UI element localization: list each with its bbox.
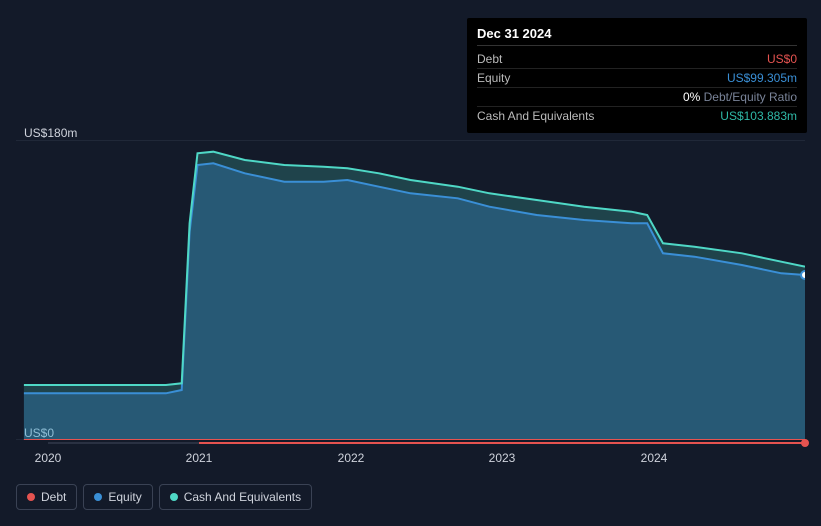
chart-tooltip: Dec 31 2024 Debt US$0 Equity US$99.305m 0% De… <box>467 18 807 133</box>
x-axis-tick: 2024 <box>641 451 668 465</box>
chart-legend: Debt Equity Cash And Equivalents <box>16 484 312 510</box>
time-range-handle[interactable] <box>801 439 809 447</box>
tooltip-title: Dec 31 2024 <box>477 26 797 46</box>
tooltip-value: US$103.883m <box>720 109 797 123</box>
legend-label: Cash And Equivalents <box>184 490 301 504</box>
tooltip-value: 0% Debt/Equity Ratio <box>683 90 797 104</box>
tooltip-label: Cash And Equivalents <box>477 109 594 123</box>
x-axis-tick: 2023 <box>489 451 516 465</box>
legend-dot-icon <box>94 493 102 501</box>
tooltip-row: Cash And Equivalents US$103.883m <box>477 107 797 125</box>
equity-area <box>24 163 805 440</box>
legend-dot-icon <box>27 493 35 501</box>
tooltip-row: Debt US$0 <box>477 50 797 69</box>
legend-dot-icon <box>170 493 178 501</box>
legend-item[interactable]: Cash And Equivalents <box>159 484 312 510</box>
x-axis-tick: 2022 <box>338 451 365 465</box>
legend-item[interactable]: Equity <box>83 484 152 510</box>
tooltip-label: Equity <box>477 71 510 85</box>
tooltip-label: Debt <box>477 52 502 66</box>
hover-marker <box>801 271 805 279</box>
tooltip-row: 0% Debt/Equity Ratio <box>477 88 797 107</box>
x-axis-tick: 2021 <box>186 451 213 465</box>
tooltip-row: Equity US$99.305m <box>477 69 797 88</box>
legend-item[interactable]: Debt <box>16 484 77 510</box>
legend-label: Equity <box>108 490 141 504</box>
area-chart[interactable] <box>16 140 805 440</box>
y-axis-max-label: US$180m <box>24 126 77 140</box>
x-axis-tick: 2020 <box>35 451 62 465</box>
tooltip-value: US$0 <box>767 52 797 66</box>
tooltip-value: US$99.305m <box>727 71 797 85</box>
time-range-active[interactable] <box>199 442 805 444</box>
legend-label: Debt <box>41 490 66 504</box>
